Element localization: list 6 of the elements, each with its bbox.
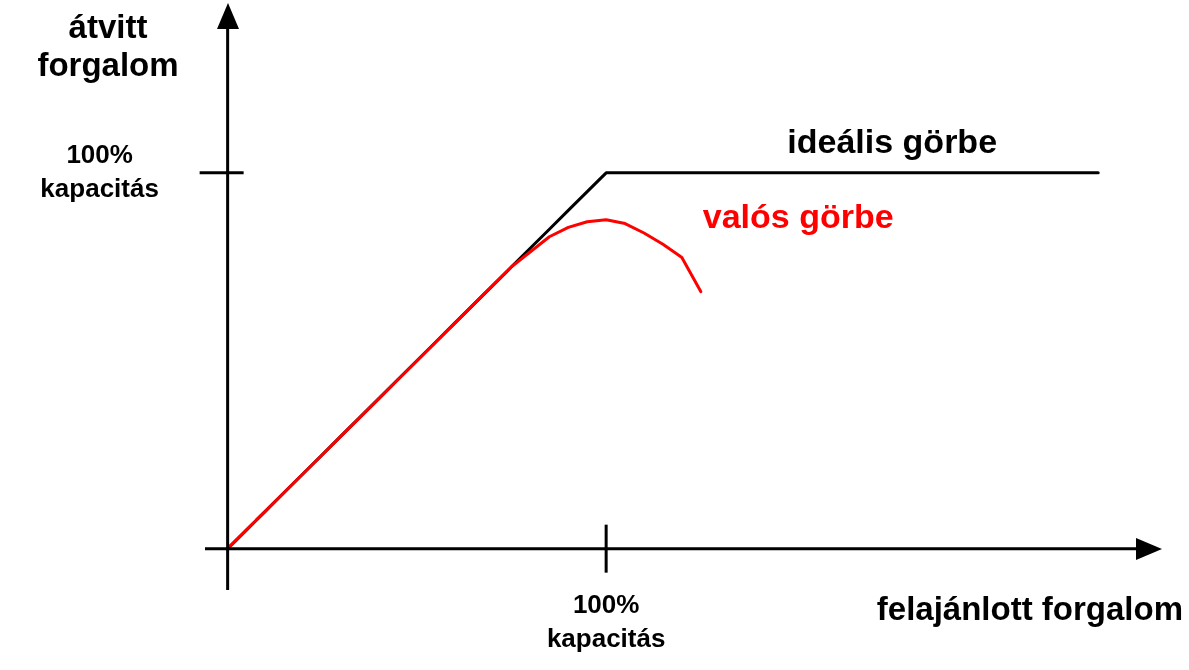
text: 100% kapacitás [40, 139, 159, 204]
series-label: ideális görbe [787, 121, 998, 160]
x-axis-title: felajánlott forgalom [876, 590, 1183, 628]
series-label: valós görbe [702, 196, 894, 235]
y-axis-title: átvitt forgalom [36, 8, 180, 84]
text: 100% kapacitás [546, 588, 666, 653]
